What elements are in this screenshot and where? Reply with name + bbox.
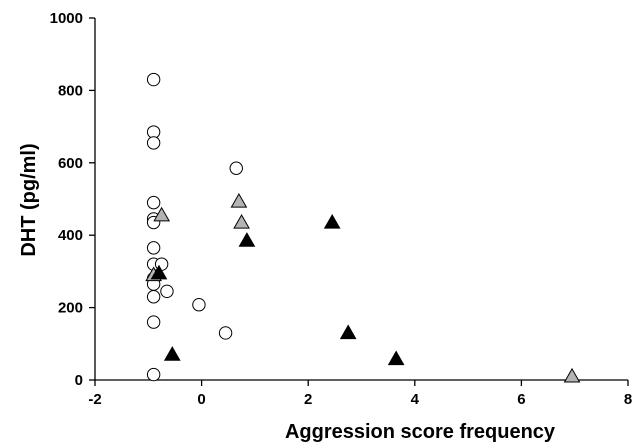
x-axis-title: Aggression score frequency bbox=[285, 421, 556, 443]
x-tick-label: 2 bbox=[304, 391, 312, 408]
y-tick-label: 600 bbox=[58, 155, 83, 172]
x-tick-label: 6 bbox=[517, 391, 525, 408]
y-tick-label: 200 bbox=[58, 300, 83, 317]
y-tick-label: 800 bbox=[58, 82, 83, 99]
grey-triangle-point bbox=[565, 369, 580, 382]
open-circle-point bbox=[147, 242, 159, 254]
x-tick-label: 8 bbox=[624, 391, 632, 408]
x-tick-label: -2 bbox=[88, 391, 101, 408]
open-circle-point bbox=[147, 368, 159, 380]
x-tick-label: 0 bbox=[197, 391, 205, 408]
black-triangle-point bbox=[341, 325, 356, 338]
open-circle-point bbox=[219, 327, 231, 339]
open-circle-point bbox=[147, 196, 159, 208]
y-tick-label: 400 bbox=[58, 227, 83, 244]
grey-triangle-point bbox=[231, 194, 246, 207]
open-circle-point bbox=[230, 162, 242, 174]
black-triangle-point bbox=[239, 233, 254, 246]
open-circle-point bbox=[147, 73, 159, 85]
y-tick-label: 0 bbox=[75, 372, 83, 389]
black-triangle-point bbox=[389, 352, 404, 365]
open-circle-point bbox=[147, 291, 159, 303]
open-circle-point bbox=[147, 137, 159, 149]
open-circle-point bbox=[161, 285, 173, 297]
black-triangle-point bbox=[165, 347, 180, 360]
open-circle-point bbox=[147, 316, 159, 328]
plot-area: 0 200 400 600 800 1000 -2 0 2 4 6 8 bbox=[50, 10, 633, 408]
y-axis-title: DHT (pg/ml) bbox=[18, 143, 40, 256]
open-circle-point bbox=[193, 299, 205, 311]
y-tick-label: 1000 bbox=[50, 10, 83, 27]
grey-triangle-point bbox=[234, 215, 249, 228]
x-tick-label: 4 bbox=[411, 391, 420, 408]
black-triangle-point bbox=[325, 215, 340, 228]
